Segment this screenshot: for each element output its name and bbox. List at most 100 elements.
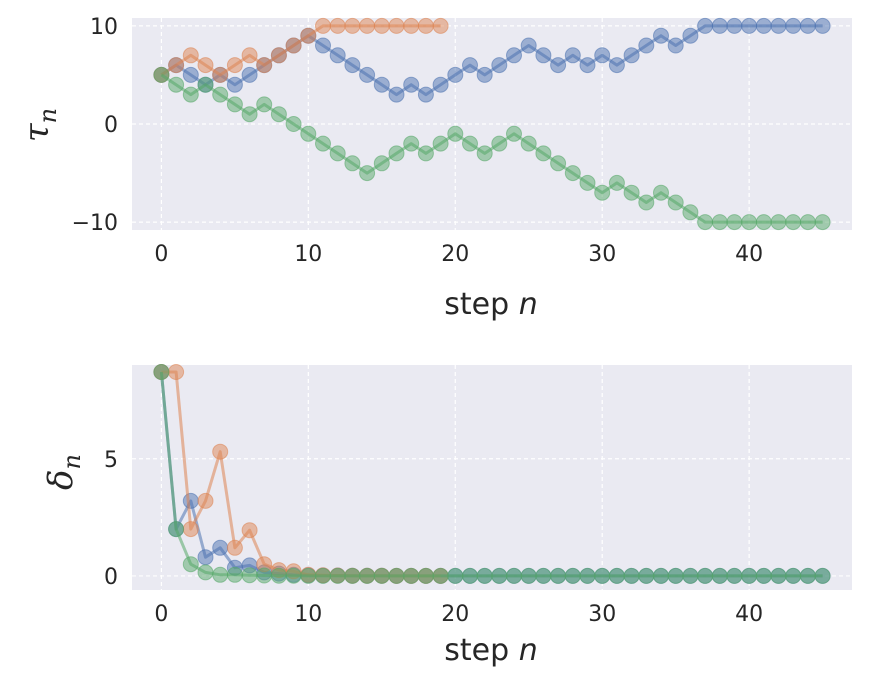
tau-x-tick-label: 10 <box>294 242 322 267</box>
delta-point-blue <box>182 492 199 509</box>
tau-point-blue <box>667 37 684 54</box>
tau-point-green <box>814 214 831 231</box>
tau-ticks: 0 10 20 30 40 −10 0 10 <box>72 15 764 267</box>
tau-series-green <box>153 66 831 231</box>
tau-chart: 0 10 20 30 40 −10 0 10 step n τn <box>17 15 852 322</box>
tau-point-blue <box>814 17 831 34</box>
tau-x-tick-label: 20 <box>441 242 469 267</box>
tau-y-tick-label: 10 <box>90 15 118 40</box>
delta-point-green <box>270 567 287 584</box>
tau-point-green <box>168 76 185 93</box>
tau-point-blue <box>564 47 581 64</box>
tau-x-tick-label: 40 <box>735 242 763 267</box>
tau-point-orange <box>432 17 449 34</box>
tau-point-green <box>564 165 581 182</box>
tau-point-green <box>476 145 493 162</box>
delta-point-green <box>329 567 346 584</box>
tau-point-blue <box>315 37 331 54</box>
tau-point-green <box>520 135 537 152</box>
tau-point-blue <box>638 37 655 54</box>
tau-point-green <box>182 86 199 103</box>
delta-point-orange <box>182 521 199 538</box>
delta-point-green <box>799 567 816 584</box>
delta-point-green <box>447 567 464 584</box>
tau-point-orange <box>417 17 434 34</box>
tau-point-green <box>270 106 287 123</box>
tau-point-green <box>153 66 170 83</box>
tau-point-blue <box>741 17 758 34</box>
delta-point-green <box>315 567 331 584</box>
tau-point-blue <box>653 27 669 44</box>
tau-point-green <box>256 96 273 113</box>
tau-point-green <box>315 135 331 152</box>
tau-point-blue <box>241 66 258 83</box>
tau-x-axis-label-word: step <box>444 287 518 322</box>
delta-point-green <box>623 567 640 584</box>
tau-point-green <box>770 214 787 231</box>
tau-point-orange <box>226 57 243 74</box>
delta-point-blue <box>197 549 214 566</box>
tau-point-green <box>212 86 229 103</box>
tau-point-blue <box>491 57 508 74</box>
tau-point-blue <box>682 27 699 44</box>
tau-point-orange <box>285 37 302 54</box>
delta-point-orange <box>168 364 185 380</box>
delta-x-axis-label-var: n <box>519 633 538 668</box>
tau-point-green <box>682 204 699 221</box>
tau-x-axis-label-var: n <box>519 287 538 322</box>
delta-point-green <box>226 566 243 583</box>
tau-point-blue <box>594 47 611 64</box>
tau-point-blue <box>506 47 522 64</box>
tau-point-orange <box>270 47 287 64</box>
tau-point-green <box>594 184 611 201</box>
tau-point-blue <box>623 47 640 64</box>
tau-point-green <box>653 184 669 201</box>
delta-point-green <box>256 567 273 584</box>
tau-point-orange <box>315 17 331 34</box>
tau-point-green <box>300 125 317 142</box>
tau-point-blue <box>462 57 478 74</box>
tau-y-tick-label: −10 <box>72 211 118 236</box>
tau-point-green <box>667 194 684 211</box>
delta-x-tick-label: 0 <box>154 602 168 627</box>
delta-point-green <box>285 567 302 584</box>
tau-point-green <box>755 214 772 231</box>
delta-point-green <box>638 567 655 584</box>
delta-plot-area <box>132 365 852 590</box>
delta-point-green <box>755 567 772 584</box>
delta-point-green <box>388 567 405 584</box>
delta-point-green <box>741 567 758 584</box>
delta-point-green <box>667 567 684 584</box>
tau-point-blue <box>344 57 361 74</box>
tau-point-blue <box>726 17 743 34</box>
tau-point-green <box>741 214 758 231</box>
delta-point-green <box>462 567 478 584</box>
tau-point-blue <box>608 57 625 74</box>
delta-point-green <box>579 567 596 584</box>
tau-point-orange <box>212 66 229 83</box>
delta-point-green <box>697 567 714 584</box>
delta-point-green <box>520 567 537 584</box>
delta-ticks: 0 10 20 30 40 0 5 <box>104 448 763 627</box>
tau-point-green <box>285 116 302 132</box>
delta-point-green <box>564 567 581 584</box>
delta-point-green <box>726 567 743 584</box>
tau-point-green <box>388 145 405 162</box>
tau-point-blue <box>359 66 376 83</box>
tau-point-orange <box>300 27 317 44</box>
tau-point-green <box>711 214 728 231</box>
delta-chart: 0 10 20 30 40 0 5 step n δn <box>41 364 852 668</box>
tau-x-axis-label: step n <box>444 287 537 322</box>
delta-point-green <box>608 567 625 584</box>
tau-point-blue <box>432 76 449 93</box>
delta-point-green <box>212 566 229 583</box>
tau-point-orange <box>329 17 346 34</box>
tau-point-green <box>785 214 802 231</box>
tau-point-green <box>623 184 640 201</box>
tau-point-green <box>226 96 243 113</box>
tau-point-blue <box>182 66 199 83</box>
delta-point-green <box>153 364 170 380</box>
tau-point-orange <box>197 57 214 74</box>
delta-point-green <box>476 567 493 584</box>
delta-point-orange <box>212 443 229 460</box>
